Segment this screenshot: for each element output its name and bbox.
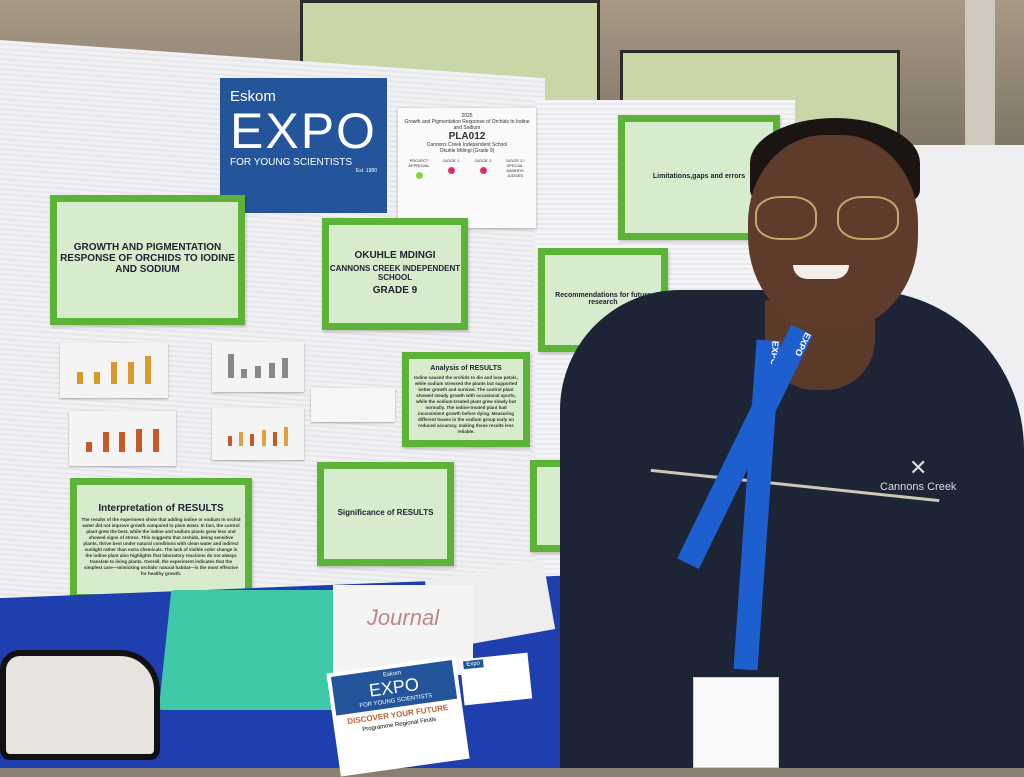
- analysis-text: Iodine caused the orchids to die and los…: [414, 374, 518, 434]
- tote-bag: [0, 650, 160, 760]
- sheet-col: JUDGE 3 / SPECIAL AWARDS JUDGES: [500, 158, 530, 183]
- jacket-text: Cannons Creek: [880, 481, 957, 493]
- sheet-col: PROJECT APPROVAL: [404, 158, 434, 183]
- eskom-logo-text: Eskom: [230, 88, 276, 105]
- card-logo: Expo: [462, 659, 484, 670]
- sheet-year: 2025: [461, 113, 473, 119]
- grade: GRADE 9: [372, 284, 418, 296]
- col-label: PROJECT APPROVAL: [408, 158, 430, 168]
- bar-chart-3: [69, 411, 176, 466]
- green-dot: [415, 172, 423, 179]
- pink-dot: [447, 167, 455, 174]
- sheet-project: Growth and Pigmentation Response of Orch…: [404, 119, 530, 131]
- limitations-title: Limitations,gaps and errors: [652, 172, 746, 180]
- smile: [793, 265, 849, 279]
- col-label: JUDGE 2: [474, 158, 492, 163]
- bar-chart-2: [212, 342, 304, 392]
- school-name: CANNONS CREEK INDEPENDENT SCHOOL: [329, 263, 461, 282]
- sheet-code: PLA012: [448, 131, 486, 142]
- poster-interpretation: Interpretation of RESULTS The results of …: [70, 478, 252, 601]
- sheet-col: JUDGE 1: [436, 158, 466, 183]
- journal-title: Journal: [366, 605, 440, 630]
- poster-title: GROWTH AND PIGMENTATION RESPONSE OF ORCH…: [50, 195, 245, 325]
- data-table-printout: [311, 388, 395, 422]
- poster-significance: Significance of RESULTS: [317, 462, 454, 566]
- entry-sheet: 2025 Growth and Pigmentation Response of…: [398, 108, 536, 228]
- teal-folder: [158, 590, 352, 710]
- crossed-keys-icon: ✕: [909, 455, 928, 480]
- recommendations-title: Recommendations for future research: [555, 291, 651, 306]
- poster-analysis: Analysis of RESULTS Iodine caused the orc…: [402, 352, 530, 447]
- pink-dot: [479, 167, 487, 174]
- sheet-col: JUDGE 2: [468, 158, 498, 183]
- school-crest: ✕ Cannons Creek: [880, 455, 956, 493]
- pillar: [965, 0, 995, 150]
- expo-subtitle: FOR YOUNG SCIENTISTS: [230, 157, 353, 168]
- expo-card: Expo: [459, 652, 533, 706]
- expo-logo-banner: Eskom EXPO FOR YOUNG SCIENTISTS Est. 198…: [220, 78, 387, 213]
- col-label: JUDGE 3 / SPECIAL AWARDS JUDGES: [505, 158, 525, 178]
- poster-student: OKUHLE MDINGI CANNONS CREEK INDEPENDENT …: [322, 218, 468, 330]
- student-name: OKUHLE MDINGI: [354, 249, 436, 261]
- project-title: GROWTH AND PIGMENTATION RESPONSE OF ORCH…: [60, 242, 235, 275]
- analysis-title: Analysis of RESULTS: [430, 364, 502, 372]
- expo-est: Est. 1980: [355, 168, 377, 174]
- sheet-school: Cannons Creek Independent School: [426, 142, 508, 148]
- name-badge: [693, 677, 779, 768]
- sheet-student: Okuhle Mdingi (Grade 9): [439, 148, 495, 154]
- glasses: [755, 196, 905, 241]
- bar-chart-4: [212, 408, 304, 460]
- interpretation-title: Interpretation of RESULTS: [98, 502, 224, 514]
- interpretation-text: The results of the experiment show that …: [81, 516, 241, 576]
- bar-chart-1: [60, 343, 168, 398]
- significance-title: Significance of RESULTS: [337, 508, 434, 517]
- programme-brochure: Eskom EXPO FOR YOUNG SCIENTISTS DISCOVER Y…: [326, 655, 470, 777]
- col-label: JUDGE 1: [442, 158, 460, 163]
- expo-title: EXPO: [230, 103, 377, 159]
